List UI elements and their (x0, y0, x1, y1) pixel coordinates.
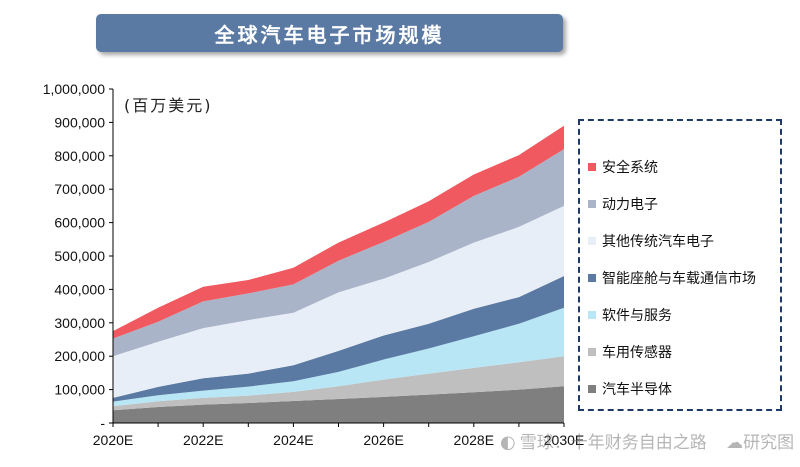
legend-item: 动力电子 (588, 194, 658, 214)
y-tick-label: 300,000 (54, 315, 105, 331)
legend-label: 其他传统汽车电子 (602, 234, 714, 250)
chart-title: 全球汽车电子市场规模 (96, 14, 563, 52)
x-tick-label: 2022E (183, 432, 223, 448)
x-tick-label: 2030E (544, 432, 584, 448)
wechat-icon: ☁ (726, 433, 744, 453)
y-tick-label: 100,000 (54, 382, 105, 398)
watermark-left-text: 雪球：十年财务自由之路 (519, 433, 707, 453)
legend-item: 车用传感器 (588, 342, 672, 362)
area-series-5 (113, 149, 564, 357)
legend-swatch (588, 200, 596, 208)
area-series-6 (113, 125, 564, 339)
stacked-areas (113, 125, 564, 423)
legend-item: 安全系统 (588, 157, 658, 177)
y-tick-label: 700,000 (54, 181, 105, 197)
legend-label: 软件与服务 (602, 308, 672, 324)
y-tick-label: - (100, 415, 105, 431)
legend-label: 汽车半导体 (602, 382, 672, 398)
legend-label: 智能座舱与车载通信市场 (602, 271, 756, 287)
y-axis-ticks: - 100,000 200,000 300,000 400,000 500,000 600,… (43, 81, 113, 431)
area-series-0 (113, 386, 564, 423)
unit-label: (百万美元) (124, 96, 213, 115)
legend-swatch (588, 274, 596, 282)
y-tick-label: 900,000 (54, 114, 105, 130)
legend-item: 智能座舱与车载通信市场 (588, 268, 756, 288)
area-series-1 (113, 356, 564, 411)
x-tick-label: 2024E (273, 432, 313, 448)
x-tick-label: 2020E (93, 432, 133, 448)
legend-swatch (588, 311, 596, 319)
y-tick-label: 800,000 (54, 148, 105, 164)
legend-label: 动力电子 (602, 197, 658, 213)
snowball-logo-icon: ◐ (500, 432, 516, 453)
area-series-3 (113, 276, 564, 402)
legend-label: 车用传感器 (602, 345, 672, 361)
y-tick-label: 200,000 (54, 348, 105, 364)
legend-swatch (588, 348, 596, 356)
legend-swatch (588, 237, 596, 245)
x-tick-label: 2028E (454, 432, 494, 448)
x-tick-label: 2026E (363, 432, 403, 448)
legend-swatch (588, 163, 596, 171)
area-series-2 (113, 307, 564, 407)
watermark: ◐ 雪球：十年财务自由之路 ☁研究图 (500, 428, 794, 453)
y-tick-label: 1,000,000 (43, 81, 105, 97)
y-tick-label: 500,000 (54, 248, 105, 264)
legend-label: 安全系统 (602, 160, 658, 176)
legend-item: 其他传统汽车电子 (588, 231, 714, 251)
legend-swatch (588, 385, 596, 393)
area-series-4 (113, 205, 564, 398)
y-tick-label: 600,000 (54, 215, 105, 231)
x-axis-ticks: 2020E 2022E 2024E 2026E 2028E 2030E (93, 423, 584, 448)
legend-item: 软件与服务 (588, 305, 672, 325)
watermark-right-text: 研究图 (743, 433, 795, 453)
legend-item: 汽车半导体 (588, 379, 672, 399)
y-tick-label: 400,000 (54, 281, 105, 297)
legend: 安全系统动力电子其他传统汽车电子智能座舱与车载通信市场 软件与服务车用传感器汽车半… (578, 119, 782, 411)
